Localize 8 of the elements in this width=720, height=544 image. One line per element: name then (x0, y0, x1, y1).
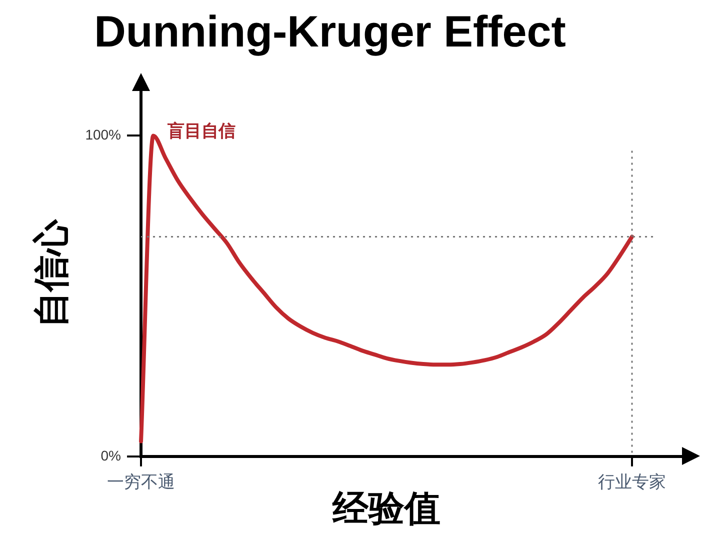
x-tick-label: 一穷不通 (107, 472, 176, 492)
y-tick-label: 0% (100, 447, 122, 464)
x-axis-title: 经验值 (332, 487, 441, 528)
annotation: 盲目自信 (166, 120, 236, 140)
chart-title: Dunning-Kruger Effect (94, 8, 566, 57)
y-axis-title: 自信心 (30, 218, 72, 328)
y-tick-label: 100% (85, 126, 122, 143)
x-tick-label: 行业专家 (598, 472, 666, 492)
